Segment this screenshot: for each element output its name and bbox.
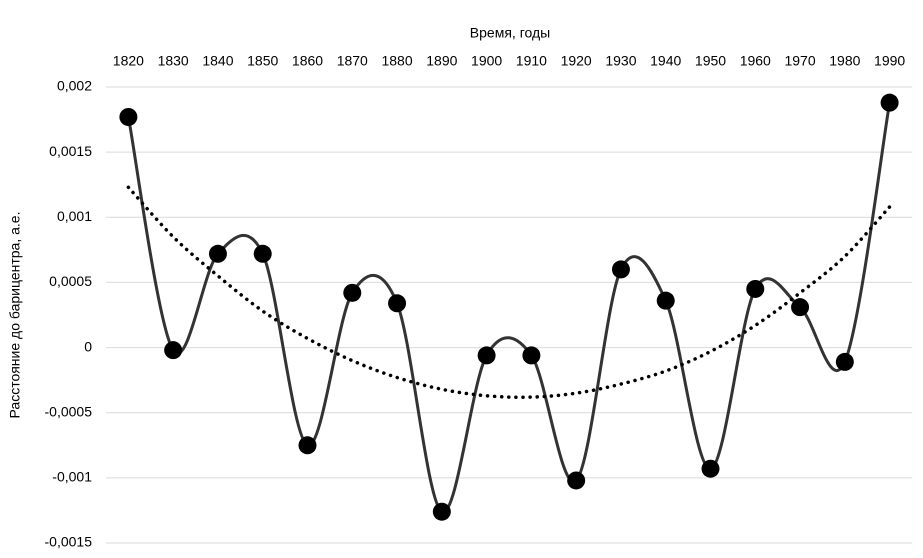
trend-line bbox=[126, 185, 892, 399]
y-tick-label: 0,002 bbox=[57, 78, 92, 94]
point bbox=[835, 352, 854, 371]
point bbox=[119, 107, 138, 126]
point bbox=[611, 260, 630, 279]
y-tick-label: 0,0005 bbox=[49, 273, 92, 289]
x-tick-label: 1910 bbox=[516, 53, 547, 69]
point bbox=[477, 346, 496, 365]
x-tick-label: 1880 bbox=[381, 53, 412, 69]
point bbox=[388, 294, 407, 313]
point bbox=[656, 291, 675, 310]
x-tick-label: 1840 bbox=[202, 53, 233, 69]
point bbox=[746, 279, 765, 298]
point bbox=[298, 436, 317, 455]
point bbox=[253, 244, 272, 263]
point bbox=[567, 471, 586, 490]
point bbox=[164, 341, 183, 360]
x-axis-title: Время, годы bbox=[470, 25, 550, 41]
x-tick-label: 1950 bbox=[695, 53, 726, 69]
y-tick-label: 0,001 bbox=[57, 208, 92, 224]
x-tick-label: 1860 bbox=[292, 53, 323, 69]
x-tick-label: 1900 bbox=[471, 53, 502, 69]
y-tick-label: -0,0005 bbox=[45, 403, 93, 419]
point bbox=[701, 459, 720, 478]
point bbox=[432, 502, 451, 521]
point bbox=[880, 93, 899, 112]
x-tick-label: 1830 bbox=[158, 53, 189, 69]
x-tick-label: 1990 bbox=[874, 53, 905, 69]
x-tick-label: 1960 bbox=[740, 53, 771, 69]
point bbox=[522, 346, 541, 365]
x-tick-label: 1930 bbox=[605, 53, 636, 69]
point bbox=[343, 283, 362, 302]
x-tick-label: 1850 bbox=[247, 53, 278, 69]
x-tick-label: 1920 bbox=[561, 53, 592, 69]
y-tick-label: 0 bbox=[84, 338, 92, 354]
x-tick-label: 1820 bbox=[113, 53, 144, 69]
point bbox=[208, 244, 227, 263]
x-tick-label: 1870 bbox=[337, 53, 368, 69]
x-tick-label: 1970 bbox=[784, 53, 815, 69]
y-tick-label: -0,001 bbox=[52, 469, 92, 485]
data-line bbox=[126, 102, 892, 514]
x-tick-label: 1980 bbox=[829, 53, 860, 69]
y-axis-title: Расстояние до барицентра, а.е. bbox=[7, 212, 23, 419]
y-tick-label: -0,0015 bbox=[45, 534, 93, 550]
point bbox=[791, 298, 810, 317]
y-tick-label: 0,0015 bbox=[49, 143, 92, 159]
x-tick-label: 1940 bbox=[650, 53, 681, 69]
x-tick-label: 1890 bbox=[426, 53, 457, 69]
